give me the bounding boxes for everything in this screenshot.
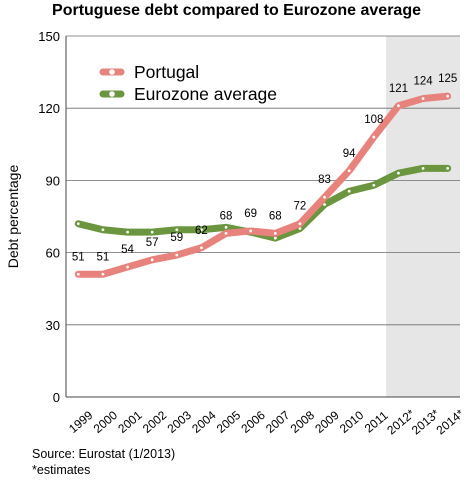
portugal-point <box>76 272 80 276</box>
portugal-data-label: 108 <box>364 114 383 126</box>
x-tick-label: 2000 <box>91 408 121 436</box>
legend-label-portugal: Portugal <box>134 62 199 82</box>
portugal-point <box>372 135 376 139</box>
y-tick-label: 60 <box>46 246 60 261</box>
eurozone-average-point <box>323 203 326 206</box>
portugal-point <box>421 97 425 100</box>
portugal-point <box>323 195 326 199</box>
eurozone-average-point <box>150 230 154 234</box>
y-tick-label: 120 <box>38 101 60 116</box>
x-tick-label: 2006 <box>238 408 268 436</box>
x-tick-label: 2005 <box>214 408 244 436</box>
chart-title: Portuguese debt compared to Eurozone ave… <box>52 2 421 19</box>
x-tick-label: 2013* <box>409 406 442 437</box>
y-tick-label: 150 <box>38 29 60 44</box>
eurozone-average-point <box>372 183 376 187</box>
portugal-data-label: 57 <box>146 237 159 249</box>
x-tick-label: 2010 <box>337 408 367 436</box>
portugal-data-label: 51 <box>72 251 85 263</box>
portugal-data-label: 68 <box>269 210 282 222</box>
x-tick-label: 2009 <box>312 408 342 436</box>
portugal-point <box>446 94 450 98</box>
x-tick-label: 2003 <box>165 408 195 436</box>
x-tick-label: 2014* <box>434 406 467 437</box>
eurozone-average-point <box>397 171 400 175</box>
eurozone-average-point <box>224 225 228 229</box>
portugal-point <box>249 229 253 233</box>
portugal-point <box>150 258 154 262</box>
portugal-data-label: 62 <box>195 225 208 237</box>
portugal-point <box>200 246 203 250</box>
y-tick-label: 30 <box>46 318 60 333</box>
eurozone-average-point <box>421 166 425 170</box>
eurozone-average-point <box>298 227 302 230</box>
eurozone-average-point <box>126 230 129 234</box>
portugal-point <box>101 272 105 276</box>
x-tick-label: 2012* <box>384 406 417 437</box>
legend-label-eurozone-average: Eurozone average <box>134 84 277 104</box>
portugal-data-label: 51 <box>97 251 110 263</box>
eurozone-average-point <box>175 228 179 232</box>
eurozone-average-point <box>347 189 351 193</box>
portugal-point <box>126 265 129 269</box>
portugal-data-label: 68 <box>220 210 233 222</box>
y-tick-label: 0 <box>53 390 60 405</box>
portugal-point <box>273 231 277 235</box>
x-tick-label: 2002 <box>140 408 170 436</box>
x-tick-label: 2007 <box>263 408 293 436</box>
eurozone-average-point <box>200 228 203 232</box>
portugal-point <box>175 253 179 257</box>
eurozone-average-point <box>446 166 450 170</box>
portugal-point <box>347 169 351 173</box>
portugal-data-label: 125 <box>438 73 457 85</box>
eurozone-average-point <box>273 236 277 240</box>
x-tick-label: 2004 <box>189 408 219 436</box>
portugal-data-label: 83 <box>318 174 331 186</box>
portugal-data-label: 121 <box>389 83 408 95</box>
portugal-data-label: 69 <box>244 208 257 220</box>
estimates-note: *estimates <box>32 463 91 477</box>
portugal-line <box>74 92 452 278</box>
eurozone-average-point <box>101 228 105 232</box>
portugal-data-label: 124 <box>413 76 433 88</box>
x-tick-label: 2011 <box>362 408 391 436</box>
portugal-data-label: 72 <box>294 201 307 213</box>
portugal-data-label: 54 <box>121 244 134 256</box>
x-tick-label: 2001 <box>115 408 145 436</box>
x-tick-label: 2008 <box>288 408 318 436</box>
legend-marker-eurozone-average <box>109 91 115 97</box>
legend-marker-portugal <box>109 69 115 75</box>
portugal-point <box>298 222 302 226</box>
source-text: Source: Eurostat (1/2013) <box>32 447 176 461</box>
portugal-point <box>397 104 400 108</box>
source-note: Source: Eurostat (1/2013) *estimates <box>32 446 175 478</box>
x-tick-label: 1999 <box>66 408 96 436</box>
y-tick-label: 90 <box>46 173 60 188</box>
y-axis-title: Debt percentage <box>5 165 21 269</box>
portugal-data-label: 59 <box>170 232 183 244</box>
eurozone-average-point <box>76 222 80 226</box>
portugal-point <box>224 231 228 235</box>
portugal-data-label: 94 <box>343 148 356 160</box>
